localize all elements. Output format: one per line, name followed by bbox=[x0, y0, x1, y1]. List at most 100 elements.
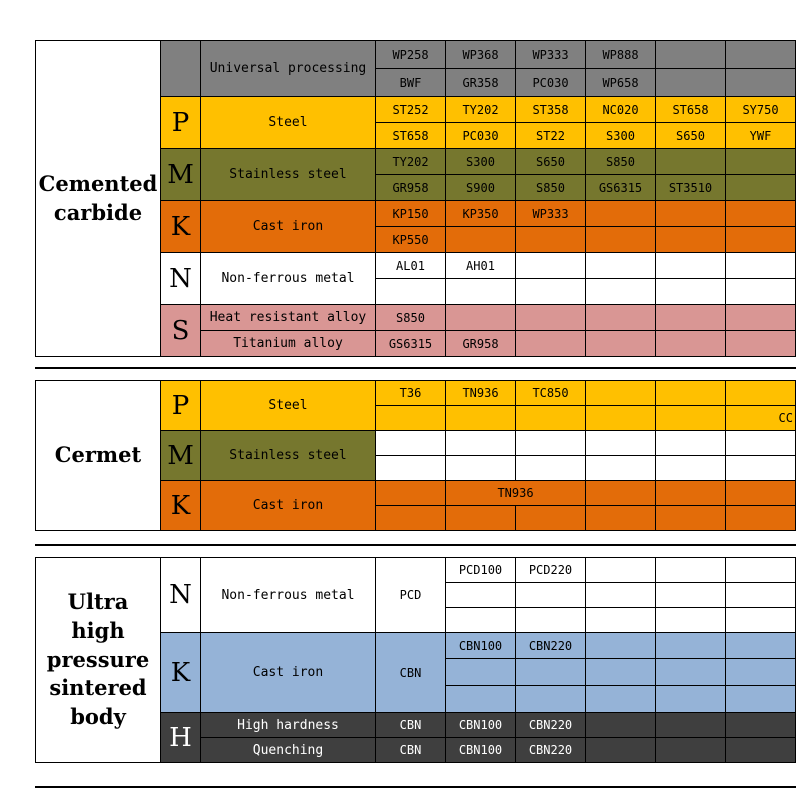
empty-cell bbox=[515, 226, 586, 253]
empty-cell bbox=[585, 200, 656, 227]
grade-cell: WP333 bbox=[515, 40, 586, 69]
grade-cell: S650 bbox=[515, 148, 586, 175]
empty-cell bbox=[585, 712, 656, 738]
grade-cell: NC020 bbox=[585, 96, 656, 123]
grade-cell: PC030 bbox=[515, 68, 586, 97]
letter-cell: K bbox=[160, 632, 201, 713]
category-line: high bbox=[71, 617, 125, 643]
empty-cell bbox=[585, 505, 656, 531]
table-row: GR958 S900 S850 GS6315 ST3510 bbox=[36, 174, 796, 201]
empty-cell bbox=[585, 685, 656, 713]
empty-cell bbox=[515, 330, 586, 357]
empty-cell bbox=[515, 430, 586, 456]
grade-cell: T36 bbox=[375, 380, 446, 406]
grade-cell: WP888 bbox=[585, 40, 656, 69]
empty-cell bbox=[725, 40, 796, 69]
grade-cell: S900 bbox=[445, 174, 516, 201]
empty-cell bbox=[375, 505, 446, 531]
grade-cell: ST22 bbox=[515, 122, 586, 149]
empty-cell bbox=[655, 330, 726, 357]
desc-cell: Titanium alloy bbox=[200, 330, 376, 357]
empty-cell bbox=[515, 658, 586, 686]
empty-cell bbox=[655, 148, 726, 175]
letter-cell: N bbox=[160, 252, 201, 305]
grade-cell: S650 bbox=[655, 122, 726, 149]
table-row: BWF GR358 PC030 WP658 bbox=[36, 68, 796, 97]
desc-cell: Cast iron bbox=[200, 480, 376, 531]
empty-cell bbox=[445, 278, 516, 305]
table-row: Titanium alloy GS6315 GR958 bbox=[36, 330, 796, 357]
empty-cell bbox=[585, 380, 656, 406]
empty-cell bbox=[445, 658, 516, 686]
table-row: Cemented carbide Universal processing WP258… bbox=[35, 40, 796, 357]
empty-cell bbox=[655, 430, 726, 456]
desc-cell: Steel bbox=[200, 96, 376, 149]
empty-cell bbox=[655, 505, 726, 531]
grade-cell: TN936 bbox=[445, 480, 586, 506]
empty-cell bbox=[655, 68, 726, 97]
grade-cell: CBN220 bbox=[515, 737, 586, 763]
table-row: K Cast iron TN936 bbox=[36, 480, 796, 531]
category-line: pressure bbox=[46, 646, 150, 672]
grade-cell: WP368 bbox=[445, 40, 516, 69]
empty-cell bbox=[725, 330, 796, 357]
desc-cell: High hardness bbox=[200, 712, 376, 738]
category-cell: Cermet bbox=[35, 380, 161, 531]
empty-cell bbox=[445, 226, 516, 253]
empty-cell bbox=[515, 304, 586, 331]
letter-cell: K bbox=[160, 480, 201, 531]
grade-cell: GR958 bbox=[375, 174, 446, 201]
empty-cell bbox=[655, 607, 726, 633]
empty-cell bbox=[655, 200, 726, 227]
empty-cell bbox=[725, 455, 796, 481]
empty-cell bbox=[655, 582, 726, 608]
table-row: Cermet P Steel T36 TN936 TC850 bbox=[35, 380, 796, 531]
empty-cell bbox=[725, 607, 796, 633]
letter-cell: S bbox=[160, 304, 201, 357]
separator-line bbox=[35, 367, 796, 369]
grade-cell: CBN bbox=[375, 632, 446, 713]
grade-cell: KP550 bbox=[375, 226, 446, 253]
empty-cell bbox=[655, 658, 726, 686]
empty-cell bbox=[585, 405, 656, 431]
empty-cell bbox=[725, 252, 796, 279]
empty-cell bbox=[585, 737, 656, 763]
empty-cell bbox=[655, 278, 726, 305]
desc-cell: Steel bbox=[200, 380, 376, 431]
desc-cell: Quenching bbox=[200, 737, 376, 763]
grade-cell: TN936 bbox=[445, 380, 516, 406]
grade-cell: YWF bbox=[725, 122, 796, 149]
grade-cell: PCD100 bbox=[445, 557, 516, 583]
empty-cell bbox=[515, 685, 586, 713]
category-cell: Cemented carbide bbox=[35, 40, 161, 357]
grade-cell: WP658 bbox=[585, 68, 656, 97]
empty-cell bbox=[655, 380, 726, 406]
empty-cell bbox=[375, 278, 446, 305]
grade-cell: CBN100 bbox=[445, 632, 516, 659]
grade-cell: S300 bbox=[445, 148, 516, 175]
table-row bbox=[36, 505, 796, 531]
empty-cell bbox=[445, 582, 516, 608]
grade-cell: S850 bbox=[585, 148, 656, 175]
empty-cell bbox=[725, 148, 796, 175]
table-row: P Steel ST252 TY202 ST358 NC020 ST658 SY750 bbox=[36, 96, 796, 149]
letter-cell: N bbox=[160, 557, 201, 633]
empty-cell bbox=[515, 455, 586, 481]
empty-cell bbox=[445, 430, 516, 456]
category-line: sintered bbox=[49, 675, 147, 701]
grade-cell: CBN bbox=[375, 737, 446, 763]
empty-cell bbox=[445, 304, 516, 331]
letter-cell bbox=[160, 40, 201, 97]
empty-cell bbox=[445, 607, 516, 633]
grade-cell: ST358 bbox=[515, 96, 586, 123]
table-cermet: Cermet P Steel T36 TN936 TC850 CC M Stainless st… bbox=[35, 380, 796, 531]
empty-cell bbox=[655, 405, 726, 431]
table-row: KP550 bbox=[36, 226, 796, 253]
empty-cell bbox=[725, 582, 796, 608]
empty-cell bbox=[585, 226, 656, 253]
grade-cell: S850 bbox=[375, 304, 446, 331]
empty-cell bbox=[655, 252, 726, 279]
grade-cell: CBN bbox=[375, 712, 446, 738]
grade-cell: KP350 bbox=[445, 200, 516, 227]
